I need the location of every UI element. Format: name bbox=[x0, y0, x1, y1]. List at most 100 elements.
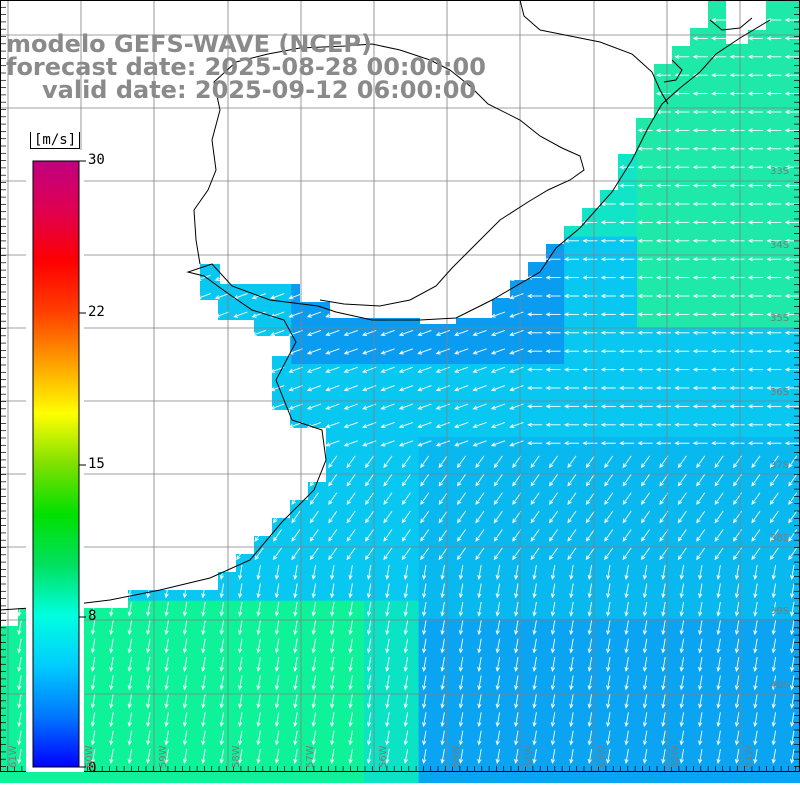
wind-speed-cell bbox=[746, 218, 765, 238]
wind-arrow bbox=[512, 529, 522, 542]
wind-speed-cell bbox=[673, 582, 693, 602]
wind-arrow bbox=[490, 421, 506, 429]
wind-speed-cell bbox=[127, 655, 147, 674]
wind-arrow bbox=[637, 275, 653, 280]
wind-arrow bbox=[637, 201, 653, 207]
wind-speed-cell bbox=[382, 709, 401, 729]
wind-speed-cell bbox=[582, 436, 602, 456]
wind-speed-cell bbox=[546, 327, 565, 347]
wind-arrow bbox=[729, 404, 745, 409]
wind-arrow bbox=[637, 312, 653, 317]
wind-arrow bbox=[624, 583, 629, 599]
wind-speed-cell bbox=[345, 691, 365, 711]
wind-arrow bbox=[716, 583, 721, 599]
wind-speed-cell bbox=[746, 127, 765, 147]
wind-speed-cell bbox=[709, 345, 729, 365]
wind-arrow bbox=[711, 257, 727, 262]
wind-arrow bbox=[729, 275, 745, 280]
wind-speed-cell bbox=[327, 455, 347, 474]
wind-speed-cell bbox=[309, 728, 329, 747]
wind-arrow bbox=[729, 349, 745, 354]
wind-speed-cell bbox=[291, 673, 310, 693]
wind-speed-cell bbox=[673, 418, 693, 438]
wind-speed-cell bbox=[673, 54, 693, 74]
wind-speed-cell bbox=[764, 418, 784, 438]
wind-arrow bbox=[766, 441, 782, 446]
wind-speed-cell bbox=[673, 309, 693, 329]
wind-speed-cell bbox=[527, 273, 547, 292]
wind-arrow bbox=[788, 510, 798, 524]
wind-arrow bbox=[747, 109, 763, 115]
wind-speed-cell bbox=[746, 91, 765, 110]
wind-arrow bbox=[747, 367, 763, 372]
wind-arrow bbox=[509, 311, 524, 318]
wind-arrow bbox=[438, 492, 448, 505]
wind-speed-cell bbox=[382, 691, 401, 711]
wind-arrow bbox=[751, 492, 761, 505]
wind-arrow bbox=[619, 441, 635, 446]
wind-speed-cell bbox=[709, 54, 729, 74]
wind-speed-cell bbox=[509, 345, 529, 365]
wind-speed-cell bbox=[746, 200, 765, 219]
wind-arrow bbox=[692, 404, 708, 409]
wind-speed-cell bbox=[746, 764, 765, 784]
wind-speed-cell bbox=[618, 509, 638, 529]
wind-arrow bbox=[766, 36, 782, 41]
wind-speed-cell bbox=[546, 673, 565, 693]
wind-arrow bbox=[769, 547, 779, 561]
wind-arrow bbox=[585, 510, 595, 524]
wind-arrow bbox=[343, 329, 358, 337]
wind-speed-cell bbox=[436, 637, 456, 656]
wind-arrow bbox=[328, 492, 338, 505]
wind-arrow bbox=[545, 293, 561, 299]
wind-speed-cell bbox=[637, 491, 656, 511]
wind-speed-cell bbox=[364, 618, 383, 638]
wind-arrow bbox=[747, 146, 763, 151]
wind-speed-cell bbox=[345, 600, 365, 620]
wind-speed-cell bbox=[145, 673, 165, 693]
wind-speed-cell bbox=[709, 109, 729, 128]
wind-speed-cell bbox=[473, 436, 492, 456]
wind-speed-cell bbox=[728, 72, 747, 92]
wind-speed-cell bbox=[582, 655, 602, 674]
wind-speed-cell bbox=[728, 54, 747, 74]
wind-arrow bbox=[600, 385, 616, 391]
wind-speed-cell bbox=[582, 218, 602, 238]
wind-speed-cell bbox=[709, 309, 729, 329]
wind-speed-cell bbox=[527, 473, 547, 492]
wind-speed-cell bbox=[546, 364, 565, 383]
wind-speed-cell bbox=[655, 418, 674, 438]
wind-speed-cell bbox=[327, 691, 347, 711]
wind-speed-cell bbox=[600, 254, 620, 274]
wind-speed-cell bbox=[637, 273, 656, 292]
wind-arrow bbox=[729, 441, 745, 446]
wind-speed-cell bbox=[637, 418, 656, 438]
wind-arrow bbox=[766, 330, 782, 335]
wind-speed-cell bbox=[564, 254, 583, 274]
wind-arrow bbox=[600, 422, 616, 427]
wind-speed-cell bbox=[691, 345, 711, 365]
wind-speed-cell bbox=[709, 382, 729, 401]
wind-speed-cell bbox=[400, 637, 420, 656]
wind-speed-cell bbox=[546, 491, 565, 511]
wind-speed-cell bbox=[673, 436, 693, 456]
wind-arrow bbox=[328, 455, 338, 469]
wind-speed-cell bbox=[709, 364, 729, 383]
wind-speed-cell bbox=[600, 291, 620, 310]
wind-speed-cell bbox=[145, 600, 165, 620]
wind-speed-cell bbox=[382, 345, 401, 365]
wind-speed-cell bbox=[637, 455, 656, 474]
wind-speed-cell bbox=[109, 746, 128, 765]
wind-speed-cell bbox=[400, 436, 420, 456]
wind-speed-cell bbox=[345, 582, 365, 602]
wind-speed-cell bbox=[182, 637, 201, 656]
wind-arrow bbox=[545, 385, 561, 391]
wind-speed-cell bbox=[655, 509, 674, 529]
wind-arrow bbox=[655, 385, 671, 391]
wind-speed-cell bbox=[382, 637, 401, 656]
wind-arrow bbox=[641, 510, 650, 524]
wind-speed-cell bbox=[163, 618, 183, 638]
wind-speed-cell bbox=[582, 618, 602, 638]
wind-arrow bbox=[417, 421, 432, 429]
